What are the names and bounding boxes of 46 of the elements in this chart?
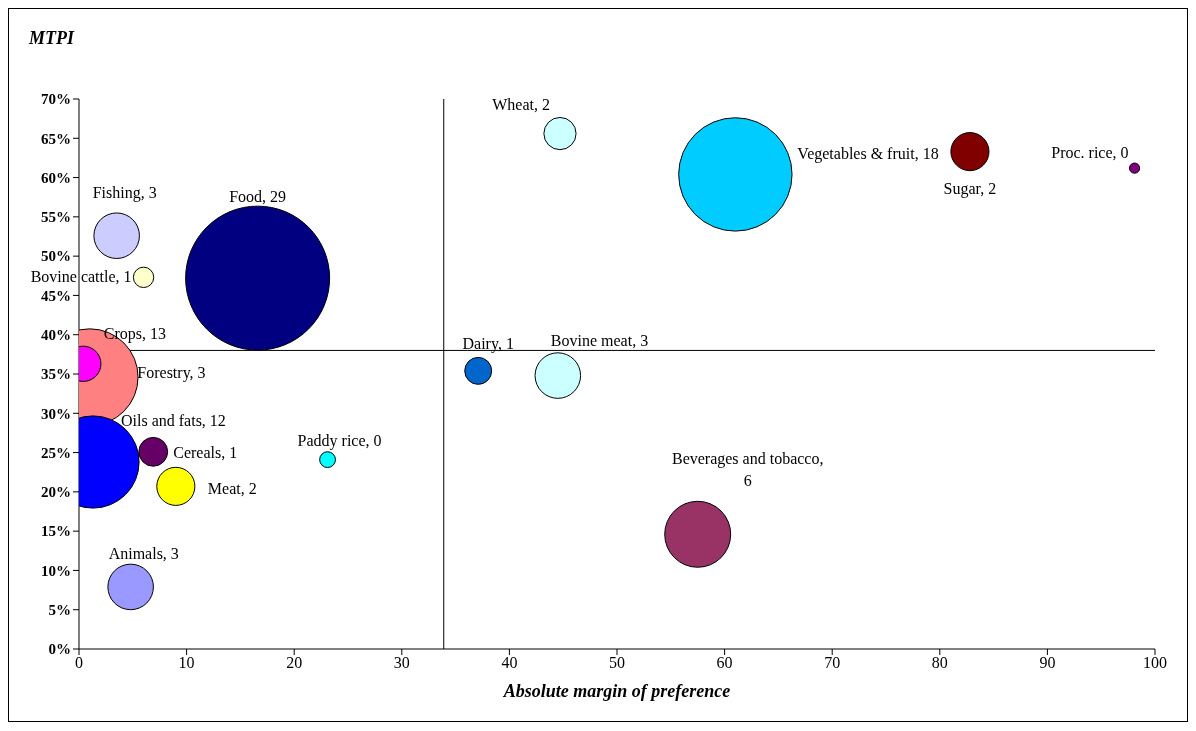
x-tick-label: 100 xyxy=(1143,654,1167,672)
y-tick-label: 45% xyxy=(41,287,71,304)
x-tick-label: 80 xyxy=(931,654,948,672)
annotation: Dairy, 1 xyxy=(462,334,514,353)
annotation: Crops, 13 xyxy=(103,325,166,344)
y-tick-label: 70% xyxy=(41,91,71,108)
x-axis-title: Absolute margin of preference xyxy=(502,681,731,701)
annotation: Fishing, 3 xyxy=(92,183,157,202)
y-tick-label: 10% xyxy=(41,562,71,579)
frame: MTPI Food, 29 Vegetables & fruit, 18 Wheat, 2 Sugar, 2 Proc. rice, 0 Fishing, 3 Bovine cattle, 1 Crops, 13 Forestry, 3 Dairy, 1 Bovine meat, 3 Oils and fats, 12 Cereals, 1 Meat, 2 Paddy rice, 0 Beverages and tobacco, 6 Animals, 3 0 10 20 30 40 50 60 70 80 90 100 Absolute margin of preference 0% 5% 10% 15% 20% 25% 30% 35% 40% 45% 50% 55% 60% 65% 70% xyxy=(8,8,1188,722)
y-tick-label: 55% xyxy=(41,209,71,226)
x-tick-label: 60 xyxy=(716,654,733,672)
annotation: Vegetables & fruit, 18 xyxy=(797,145,939,164)
y-tick-label: 65% xyxy=(41,130,71,147)
y-tick-label: 40% xyxy=(41,327,71,344)
y-tick-label: 20% xyxy=(41,484,71,501)
annotation: Wheat, 2 xyxy=(492,95,550,113)
y-tick-label: 25% xyxy=(41,444,71,461)
annotation: Beverages and tobacco, 6 xyxy=(671,450,824,490)
x-tick-label: 10 xyxy=(178,654,195,672)
y-tick-label: 5% xyxy=(48,602,71,619)
x-tick-label: 20 xyxy=(286,654,303,672)
y-tick-label: 35% xyxy=(41,366,71,383)
x-tick-label: 40 xyxy=(501,654,518,672)
y-axis-title: MTPI xyxy=(28,28,75,48)
y-tick-label: 30% xyxy=(41,405,71,422)
annotation: Animals, 3 xyxy=(108,544,179,562)
annotation: Forestry, 3 xyxy=(137,363,206,382)
y-tick-label: 60% xyxy=(41,169,71,186)
annotation: Bovine cattle, 1 xyxy=(30,268,132,286)
annotation: Food, 29 xyxy=(229,188,287,206)
annotation: Meat, 2 xyxy=(207,480,257,498)
annotation: Paddy rice, 0 xyxy=(297,431,382,450)
annotation: Sugar, 2 xyxy=(943,179,997,198)
annotation: Cereals, 1 xyxy=(173,443,238,461)
y-tick-label: 15% xyxy=(41,523,71,540)
x-tick-label: 70 xyxy=(824,654,841,672)
x-tick-label: 30 xyxy=(393,654,410,672)
annotation: Proc. rice, 0 xyxy=(1051,144,1129,162)
x-tick-label: 90 xyxy=(1039,654,1056,672)
annotation: Bovine meat, 3 xyxy=(550,331,649,349)
y-tick-label: 0% xyxy=(48,641,71,658)
y-tick-label: 50% xyxy=(41,248,71,265)
annotation: Oils and fats, 12 xyxy=(120,412,226,429)
x-tick-label: 50 xyxy=(609,654,625,672)
x-tick-label: 0 xyxy=(75,654,83,672)
